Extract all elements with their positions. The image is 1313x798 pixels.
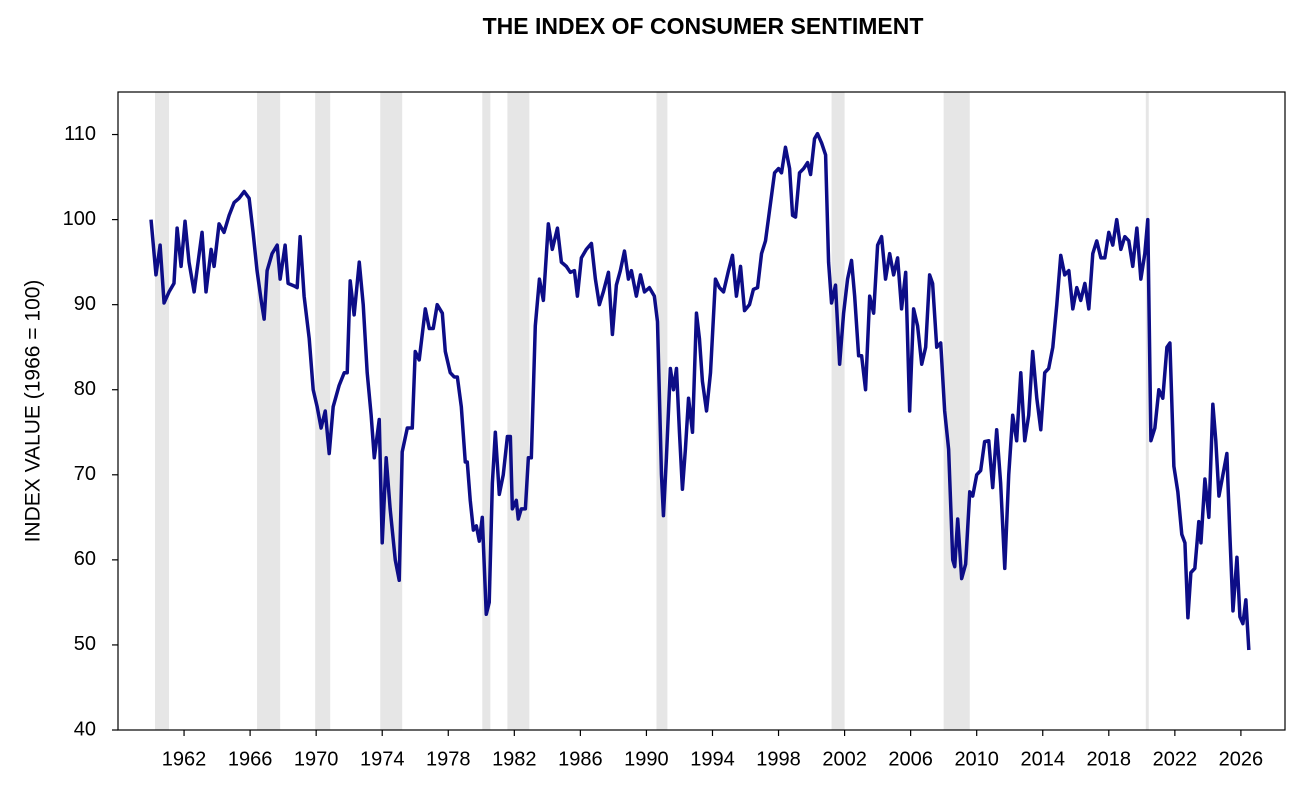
x-tick-label: 1990: [624, 748, 669, 770]
x-tick-label: 1986: [558, 748, 603, 770]
series-line: [149, 131, 1251, 651]
recession-band: [507, 92, 530, 730]
x-tick-label: 1974: [360, 748, 405, 770]
x-tick-label: 2022: [1153, 748, 1198, 770]
x-tick-label: 1966: [228, 748, 273, 770]
x-tick-label: 2014: [1020, 748, 1065, 770]
y-tick-label: 90: [74, 293, 96, 315]
x-tick-label: 1970: [294, 748, 339, 770]
recession-band: [482, 92, 491, 730]
recession-band: [831, 92, 845, 730]
plot-frame: [117, 91, 1286, 731]
recession-band: [656, 92, 668, 730]
y-tick-label: 80: [74, 378, 96, 400]
x-tick-label: 2006: [888, 748, 933, 770]
x-tick-label: 2010: [954, 748, 999, 770]
y-tick-label: 70: [74, 463, 96, 485]
x-tick-label: 1994: [690, 748, 735, 770]
recession-band: [943, 92, 970, 730]
y-tick-label: 110: [64, 123, 96, 145]
recession-band: [315, 92, 331, 730]
y-tick-label: 60: [74, 548, 96, 570]
x-tick-label: 1982: [492, 748, 537, 770]
y-tick-label: 100: [63, 208, 96, 230]
x-tick-label: 2018: [1087, 748, 1132, 770]
x-tick-label: 2026: [1219, 748, 1264, 770]
y-tick-label: 40: [74, 718, 96, 740]
recession-band: [257, 92, 281, 730]
x-tick-label: 2002: [822, 748, 867, 770]
x-tick-label: 1998: [756, 748, 801, 770]
x-tick-label: 1978: [426, 748, 471, 770]
x-tick-label: 1962: [162, 748, 207, 770]
y-axis-label: INDEX VALUE (1966 = 100): [22, 280, 45, 543]
recession-band: [380, 92, 403, 730]
y-tick-label: 50: [74, 633, 96, 655]
recession-band: [154, 92, 170, 730]
chart-title: THE INDEX OF CONSUMER SENTIMENT: [483, 13, 924, 39]
recession-band: [1145, 92, 1149, 730]
